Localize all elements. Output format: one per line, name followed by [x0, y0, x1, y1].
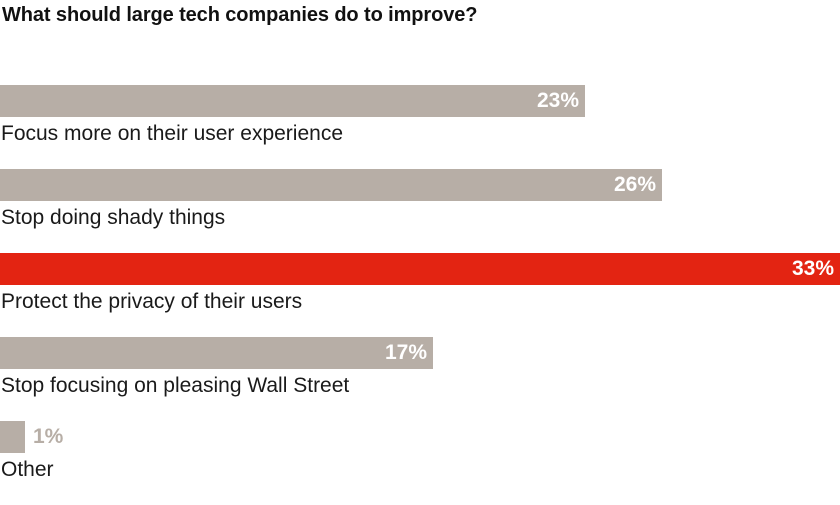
bar-value-label: 17%	[385, 341, 428, 364]
bar	[0, 253, 840, 285]
bar-value-label: 26%	[614, 173, 657, 196]
bar-row: 23% Focus more on their user experience	[0, 85, 840, 169]
bar-value-label: 33%	[792, 257, 835, 280]
category-label: Stop doing shady things	[1, 206, 226, 229]
bar-chart: 23% Focus more on their user experience 26…	[0, 85, 840, 481]
bar	[0, 421, 25, 453]
category-label: Protect the privacy of their users	[1, 290, 303, 313]
bar-row: 1% Other	[0, 421, 840, 505]
bar-row: 26% Stop doing shady things	[0, 169, 840, 253]
chart-title: What should large tech companies do to i…	[2, 4, 478, 26]
bar-value-label: 1%	[33, 425, 64, 448]
category-label: Focus more on their user experience	[1, 122, 343, 145]
category-label: Other	[1, 458, 54, 481]
category-label: Stop focusing on pleasing Wall Street	[1, 374, 350, 397]
bar-row: 33% Protect the privacy of their users	[0, 253, 840, 337]
bar	[0, 85, 585, 117]
bar	[0, 337, 433, 369]
bar-row: 17% Stop focusing on pleasing Wall Street	[0, 337, 840, 421]
bar	[0, 169, 662, 201]
bar-value-label: 23%	[537, 89, 580, 112]
